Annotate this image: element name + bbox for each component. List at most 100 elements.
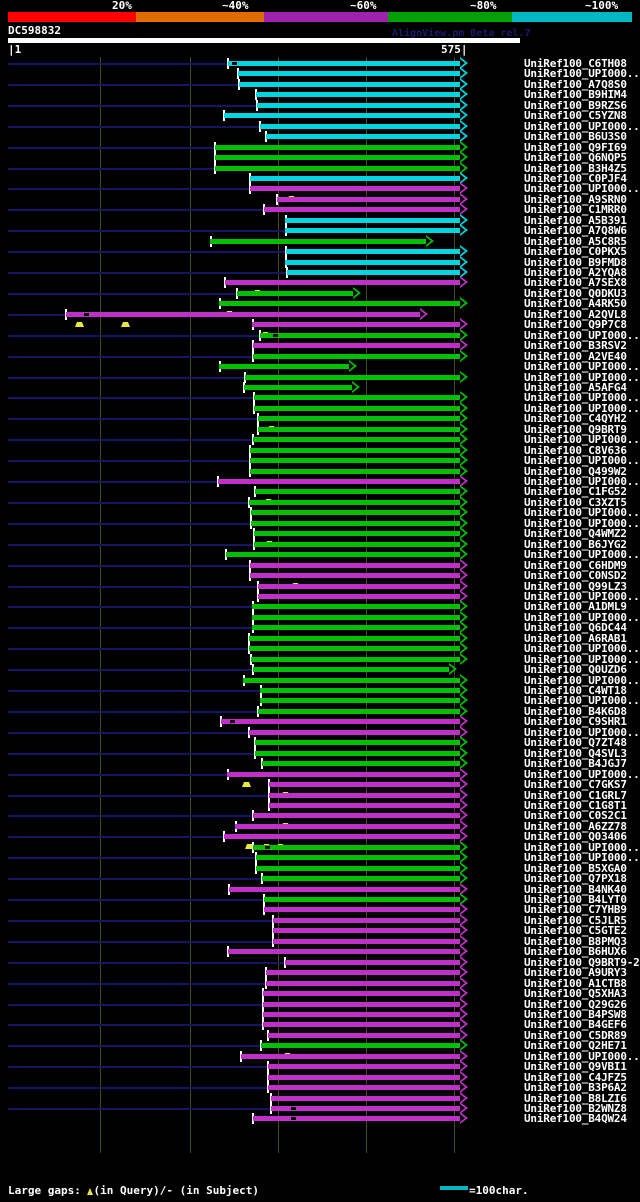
hsp-bar[interactable]	[254, 405, 462, 411]
alignment-row[interactable]: UniRef100_B9HIM4	[0, 88, 640, 101]
hsp-bar[interactable]	[272, 938, 462, 944]
alignment-row[interactable]: UniRef100_UPI000..	[0, 694, 640, 707]
hsp-bar[interactable]	[228, 949, 462, 955]
hsp-bar[interactable]	[252, 614, 462, 620]
subject-label[interactable]: UniRef100_UPI000..	[524, 506, 640, 520]
alignment-row[interactable]: UniRef100_C0PJF4	[0, 171, 640, 185]
alignment-row[interactable]: UniRef100_UPI000..	[0, 840, 640, 854]
hsp-bar[interactable]	[250, 656, 462, 662]
hsp-bar[interactable]	[243, 677, 462, 683]
hsp-bar[interactable]	[255, 855, 462, 861]
alignment-row[interactable]: UniRef100_B4QW24	[0, 1112, 640, 1125]
alignment-row[interactable]: UniRef100_A6RAB1	[0, 631, 640, 645]
subject-label[interactable]: UniRef100_A7Q8W6	[524, 224, 627, 238]
subject-label[interactable]: UniRef100_B4QW24	[524, 1112, 627, 1126]
subject-label[interactable]: UniRef100_C9SHR1	[524, 715, 627, 729]
hsp-bar[interactable]	[272, 928, 462, 934]
alignment-row[interactable]: UniRef100_B2WNZ8	[0, 1102, 640, 1121]
alignment-row[interactable]: UniRef100_A5C8R5	[0, 234, 640, 248]
alignment-row[interactable]: UniRef100_Q499W2	[0, 464, 640, 478]
subject-label[interactable]: UniRef100_Q9BRT9-2	[524, 955, 640, 969]
alignment-row[interactable]: UniRef100_C0S2C1	[0, 809, 640, 829]
subject-label[interactable]: UniRef100_B4NK40	[524, 882, 627, 896]
subject-label[interactable]: UniRef100_B6JYG2	[524, 537, 627, 551]
hsp-bar[interactable]	[217, 479, 462, 484]
subject-label[interactable]: UniRef100_Q29G26	[524, 997, 627, 1011]
hsp-bar[interactable]	[257, 583, 462, 589]
subject-label[interactable]: UniRef100_A7Q8S0	[524, 77, 627, 91]
subject-label[interactable]: UniRef100_Q499W2	[524, 464, 627, 478]
hsp-bar[interactable]	[253, 667, 450, 673]
subject-label[interactable]: UniRef100_B9HIM4	[524, 88, 627, 102]
alignment-row[interactable]: UniRef100_UPI000..	[0, 673, 640, 687]
hsp-bar[interactable]	[271, 1095, 462, 1101]
subject-label[interactable]: UniRef100_Q4WMZ2	[524, 527, 627, 541]
subject-label[interactable]: UniRef100_C6TH08	[524, 57, 627, 70]
alignment-row[interactable]: UniRef100_A7Q8S0	[0, 77, 640, 91]
alignment-row[interactable]: UniRef100_B8PMQ3	[0, 934, 640, 948]
hsp-bar[interactable]	[253, 1116, 462, 1122]
subject-label[interactable]: UniRef100_B3H4Z5	[524, 161, 627, 175]
subject-label[interactable]: UniRef100_Q9BRT9	[524, 422, 627, 436]
subject-label[interactable]: UniRef100_C4QYH2	[524, 412, 627, 426]
alignment-row[interactable]: UniRef100_B4JGJ7	[0, 757, 640, 770]
subject-label[interactable]: UniRef100_A2VE40	[524, 349, 627, 363]
hsp-bar[interactable]	[257, 416, 462, 422]
subject-label[interactable]: UniRef100_UPI000..	[524, 610, 640, 624]
hsp-bar[interactable]	[65, 311, 422, 317]
subject-label[interactable]: UniRef100_C0PKX5	[524, 245, 627, 259]
alignment-row[interactable]: UniRef100_C1FG52	[0, 485, 640, 505]
subject-label[interactable]: UniRef100_A2YQA8	[524, 266, 627, 279]
hsp-bar[interactable]	[249, 447, 462, 453]
alignment-row[interactable]: UniRef100_C6HDM9	[0, 558, 640, 572]
subject-label[interactable]: UniRef100_C4WT18	[524, 684, 627, 697]
subject-label[interactable]: UniRef100_A4RK50	[524, 297, 627, 311]
subject-label[interactable]: UniRef100_Q2HE71	[524, 1039, 627, 1053]
alignment-row[interactable]: UniRef100_B3RSV2	[0, 339, 640, 352]
alignment-row[interactable]: UniRef100_C4WT18	[0, 684, 640, 697]
subject-label[interactable]: UniRef100_C1G8T1	[524, 798, 627, 812]
subject-label[interactable]: UniRef100_B4JGJ7	[524, 757, 627, 771]
hsp-bar[interactable]	[255, 740, 462, 746]
alignment-row[interactable]: UniRef100_UPI000..	[0, 67, 640, 80]
hsp-bar[interactable]	[265, 980, 462, 986]
subject-label[interactable]: UniRef100_UPI000..	[524, 119, 640, 133]
hsp-bar[interactable]	[269, 792, 462, 798]
hsp-bar[interactable]	[263, 991, 462, 997]
alignment-plot[interactable]: UniRef100_C6TH08 UniRef100_UPI000.. UniRef…	[0, 57, 640, 1153]
alignment-row[interactable]: UniRef100_Q9FI69	[0, 140, 640, 154]
alignment-row[interactable]: UniRef100_C1MRR0	[0, 203, 640, 216]
alignment-row[interactable]: UniRef100_Q5XHA3	[0, 987, 640, 1000]
alignment-row[interactable]: UniRef100_B4LYT0	[0, 893, 640, 906]
subject-label[interactable]: UniRef100_A6RAB1	[524, 631, 627, 645]
hsp-bar[interactable]	[263, 1022, 462, 1028]
hsp-bar[interactable]	[244, 384, 353, 390]
subject-label[interactable]: UniRef100_C7YHB9	[524, 903, 627, 917]
alignment-row[interactable]: UniRef100_C5JLR5	[0, 913, 640, 927]
hsp-bar[interactable]	[249, 175, 462, 181]
hsp-bar[interactable]	[248, 729, 462, 735]
hsp-bar[interactable]	[267, 1064, 462, 1070]
hsp-bar[interactable]	[238, 71, 462, 77]
hsp-bar[interactable]	[250, 510, 462, 516]
subject-label[interactable]: UniRef100_B6U3S0	[524, 130, 627, 144]
hsp-bar[interactable]	[223, 834, 462, 840]
hsp-bar[interactable]	[256, 102, 462, 108]
subject-label[interactable]: UniRef100_B5XGA0	[524, 861, 627, 875]
alignment-row[interactable]: UniRef100_B6U3S0	[0, 130, 640, 143]
subject-label[interactable]: UniRef100_C5GTE2	[524, 924, 627, 938]
alignment-row[interactable]: UniRef100_Q0UZD6	[0, 663, 640, 676]
subject-label[interactable]: UniRef100_A2QVL8	[524, 307, 627, 321]
subject-label[interactable]: UniRef100_C3XZT5	[524, 495, 627, 509]
hsp-bar[interactable]	[255, 489, 462, 495]
hsp-bar[interactable]	[253, 343, 462, 349]
hsp-bar[interactable]	[264, 907, 462, 913]
hsp-bar[interactable]	[287, 270, 462, 275]
alignment-row[interactable]: UniRef100_A5B391	[0, 213, 640, 227]
hsp-bar[interactable]	[250, 520, 462, 526]
alignment-row[interactable]: UniRef100_UPI000..	[0, 433, 640, 446]
hsp-bar[interactable]	[253, 844, 462, 850]
alignment-row[interactable]: UniRef100_Q9VBI1	[0, 1060, 640, 1073]
alignment-row[interactable]: UniRef100_A5AFG4	[0, 380, 640, 394]
subject-label[interactable]: UniRef100_B6HUX6	[524, 945, 627, 959]
